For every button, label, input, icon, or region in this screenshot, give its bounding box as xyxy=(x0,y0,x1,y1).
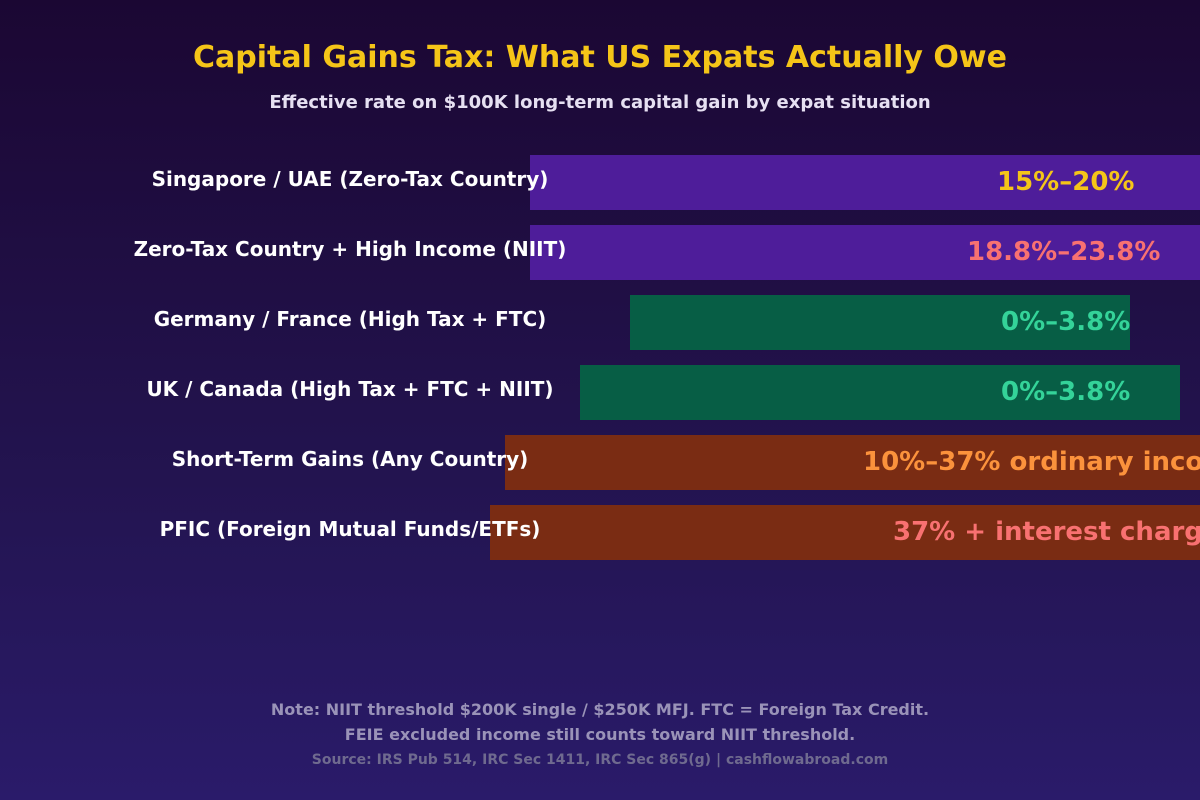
source-line: Source: IRS Pub 514, IRC Sec 1411, IRC S… xyxy=(311,752,889,768)
chart-subtitle: Effective rate on $100K long-term capita… xyxy=(269,92,931,113)
chart-title: Capital Gains Tax: What US Expats Actual… xyxy=(193,40,1007,75)
bar xyxy=(530,225,1200,280)
category-label: PFIC (Foreign Mutual Funds/ETFs) xyxy=(159,517,541,541)
value-label: 15%–20% xyxy=(997,167,1135,197)
note-line-1: Note: NIIT threshold $200K single / $250… xyxy=(270,700,930,719)
category-label: Germany / France (High Tax + FTC) xyxy=(153,307,547,331)
value-label: 0%–3.8% xyxy=(1001,377,1131,407)
category-label: UK / Canada (High Tax + FTC + NIIT) xyxy=(146,377,554,401)
category-label: Short-Term Gains (Any Country) xyxy=(171,447,529,471)
bar xyxy=(505,435,1200,490)
category-label: Singapore / UAE (Zero-Tax Country) xyxy=(151,167,549,191)
value-label: 37% + interest charges xyxy=(893,517,1200,547)
value-label: 18.8%–23.8% xyxy=(967,237,1161,267)
bar xyxy=(490,505,1200,560)
value-label: 0%–3.8% xyxy=(1001,307,1131,337)
note-line-2: FEIE excluded income still counts toward… xyxy=(344,725,856,744)
category-label: Zero-Tax Country + High Income (NIIT) xyxy=(133,237,567,261)
value-label: 10%–37% ordinary income xyxy=(863,447,1200,477)
bar xyxy=(630,295,1130,350)
bar xyxy=(580,365,1180,420)
bar xyxy=(530,155,1200,210)
